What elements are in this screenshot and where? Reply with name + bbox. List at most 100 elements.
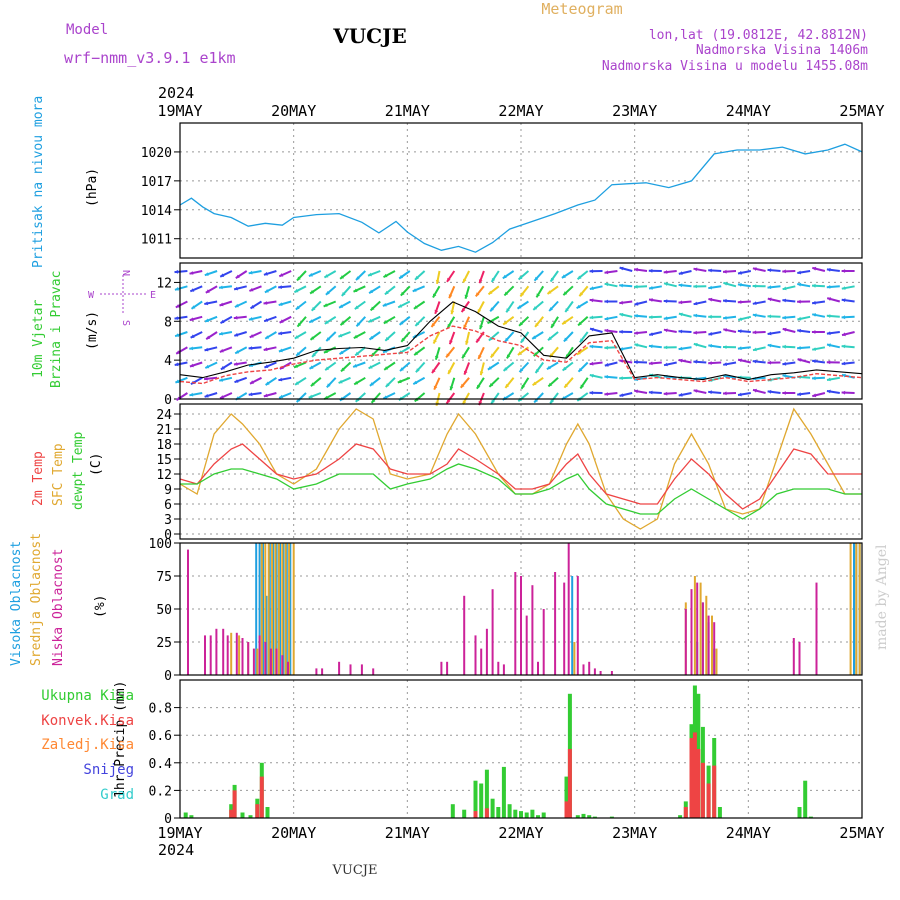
- wind-arrow-head: [415, 368, 420, 373]
- precip-ytick-label: 0.2: [149, 784, 172, 799]
- high-cloud-bar: [289, 543, 292, 675]
- wind-arrow-head: [551, 323, 555, 328]
- wind-arrow-head: [826, 331, 831, 336]
- wind-arrow-head: [648, 344, 653, 349]
- wind-arrow-head: [353, 288, 358, 292]
- convective-precip-bar: [484, 808, 489, 818]
- wind-arrow-head: [589, 390, 594, 395]
- time-tick-label-bottom: 20MAY: [271, 824, 316, 842]
- total-precip-bar: [490, 798, 495, 818]
- mid-cloud-bar: [274, 543, 277, 675]
- wind-arrow-head: [382, 302, 387, 307]
- wind-arrow-head: [678, 271, 683, 275]
- wind-arrow-head: [708, 314, 712, 319]
- wind-arrow-head: [264, 318, 269, 322]
- wind-arrow-head: [189, 317, 194, 322]
- wind-arrow-head: [487, 366, 492, 370]
- mid-cloud-bar: [264, 543, 267, 675]
- low-cloud-bar: [815, 582, 818, 675]
- wind-arrow-head: [385, 336, 390, 341]
- credit: made by Angel: [874, 544, 890, 650]
- mid-cloud-bar: [693, 576, 696, 675]
- temp-ytick-label: 3: [164, 513, 172, 528]
- total-precip-bar: [183, 812, 188, 818]
- wind-arrow-head: [812, 376, 816, 381]
- mid-cloud-bar: [267, 543, 270, 675]
- wind-arrow-head: [310, 382, 315, 387]
- low-cloud-bar: [497, 661, 500, 675]
- wind-arrow-head: [265, 381, 270, 385]
- wind-arrow-head: [462, 354, 466, 359]
- product-title: Meteogram: [541, 0, 622, 18]
- low-cloud-bar: [707, 615, 710, 675]
- low-cloud-bar: [525, 615, 528, 675]
- mid-cloud-bar: [715, 648, 718, 675]
- wind-arrow-head: [752, 359, 757, 364]
- wind-arrow-head: [753, 388, 757, 393]
- wind-arrow-head: [189, 271, 194, 275]
- wind-arrow-head: [782, 327, 787, 332]
- wind-arrow-head: [590, 327, 594, 332]
- wind-arrow-head: [294, 288, 299, 293]
- total-precip-bar: [265, 807, 270, 818]
- wind-arrow-head: [235, 274, 240, 279]
- temp-ytick-label: 24: [156, 408, 172, 423]
- low-cloud-bar: [287, 661, 289, 675]
- wind-arrow-head: [308, 394, 313, 399]
- high-cloud-bar: [279, 543, 281, 675]
- mid-cloud-bar: [271, 543, 274, 675]
- wind-arrow-head: [447, 277, 451, 282]
- low-cloud-bar: [480, 648, 483, 675]
- low-cloud-bar: [582, 664, 585, 675]
- convective-precip-bar: [567, 749, 572, 818]
- high-cloud-bar: [272, 543, 275, 675]
- total-precip-bar: [513, 809, 518, 818]
- wind-arrow-head: [841, 390, 846, 395]
- low-cloud-bar: [446, 661, 449, 675]
- wind-arrow-head: [812, 359, 816, 364]
- wind-arrow-head: [634, 314, 638, 318]
- pressure-ytick-label: 1011: [141, 233, 172, 248]
- mid-cloud-bar: [260, 543, 263, 675]
- low-cloud-bar: [576, 576, 579, 675]
- wind-arrow-head: [219, 378, 224, 382]
- low-cloud-bar: [269, 648, 272, 675]
- wind-arrow-head: [797, 282, 802, 287]
- wind-arrow-head: [648, 315, 653, 319]
- mid-cloud-bar: [292, 543, 295, 675]
- wind-arrow-head: [491, 399, 495, 404]
- wind-arrow-head: [488, 290, 493, 295]
- total-precip-bar: [240, 812, 245, 818]
- total-precip-bar: [462, 809, 467, 818]
- wind-arrow-head: [338, 379, 343, 384]
- wind-arrow-head: [463, 324, 467, 329]
- low-cloud-bar: [235, 632, 238, 675]
- wind-arrow-head: [723, 316, 727, 320]
- wind-arrow-head: [648, 361, 653, 366]
- wind-arrow-head: [619, 300, 623, 305]
- pressure-line: [179, 143, 863, 253]
- low-cloud-bar: [258, 635, 261, 675]
- wind-arrow-head: [533, 306, 538, 310]
- wind-arrow-head: [564, 383, 569, 388]
- wind-arrow-head: [678, 329, 683, 334]
- low-cloud-bar: [209, 635, 212, 675]
- wind-arrow-head: [827, 377, 831, 382]
- total-precip-bar: [797, 807, 802, 818]
- wind-arrow-head: [311, 306, 316, 311]
- convective-precip-bar: [712, 765, 717, 818]
- wind-arrow-head: [578, 367, 583, 372]
- wind-arrow-head: [708, 331, 713, 336]
- wind-arrow-head: [234, 286, 238, 291]
- wind-arrow-head: [663, 345, 668, 350]
- pressure-label: Pritisak na nivou mora: [31, 96, 46, 268]
- legend-total: Ukupna Kisa: [41, 688, 134, 704]
- wind-arrow-head: [634, 377, 638, 382]
- wind-arrow-head: [693, 330, 697, 335]
- wind-arrow-head: [663, 328, 668, 333]
- cloud-ytick-label: 75: [156, 570, 172, 585]
- convective-precip-bar: [232, 790, 237, 818]
- compass-w: W: [88, 290, 95, 301]
- wind-arrow-head: [752, 330, 757, 335]
